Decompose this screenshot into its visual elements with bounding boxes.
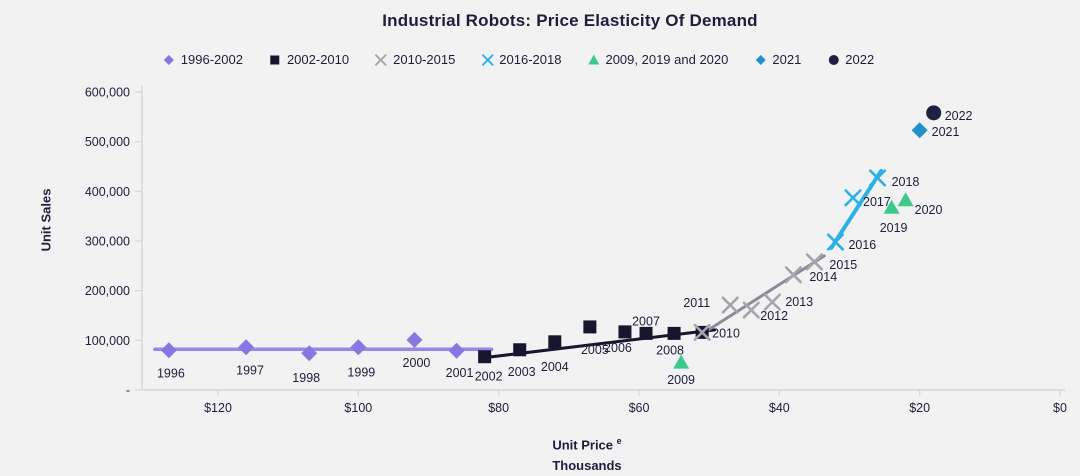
point-label-2021: 2021 bbox=[932, 125, 960, 139]
point-label-2002: 2002 bbox=[475, 370, 503, 384]
data-point-1999: 1999 bbox=[347, 339, 375, 379]
point-label-2011: 2011 bbox=[683, 296, 710, 310]
x-tick-label: $100 bbox=[344, 401, 372, 415]
legend-label: 2009, 2019 and 2020 bbox=[605, 52, 729, 67]
y-tick-label: 400,000 bbox=[85, 185, 130, 199]
data-point-2007: 2007 bbox=[632, 314, 660, 340]
y-tick-label: 600,000 bbox=[85, 86, 130, 100]
point-label-2013: 2013 bbox=[785, 295, 813, 309]
legend-item-2009-2019-and-2020[interactable]: 2009, 2019 and 2020 bbox=[586, 52, 728, 67]
point-label-2007: 2007 bbox=[632, 314, 660, 328]
legend-item-2022[interactable]: 2022 bbox=[826, 52, 874, 67]
x-tick-label: $40 bbox=[769, 401, 790, 415]
data-point-1996: 1996 bbox=[157, 342, 185, 380]
y-tick-label: 300,000 bbox=[85, 235, 130, 249]
data-point-2015: 2015 bbox=[805, 253, 857, 272]
y-tick-label: 200,000 bbox=[85, 284, 130, 298]
y-tick-label: - bbox=[126, 384, 130, 398]
legend-item-2016-2018[interactable]: 2016-2018 bbox=[480, 52, 561, 67]
circle-legend-icon bbox=[828, 54, 839, 65]
point-label-2019: 2019 bbox=[880, 221, 908, 235]
data-point-2004: 2004 bbox=[541, 335, 569, 374]
data-point-2011: 2011 bbox=[683, 296, 739, 314]
legend-label: 2002-2010 bbox=[286, 52, 350, 67]
square-legend-icon bbox=[270, 55, 280, 64]
y-tick-label: 500,000 bbox=[85, 135, 130, 149]
point-label-1996: 1996 bbox=[157, 366, 185, 380]
data-point-2002: 2002 bbox=[475, 350, 503, 384]
legend-label: 1996-2002 bbox=[180, 52, 243, 67]
x-tick-label: $80 bbox=[488, 401, 509, 415]
x-axis-title-line1: Unit Price e bbox=[552, 436, 622, 453]
trend-line-2010-2015 bbox=[700, 254, 826, 336]
point-label-2008: 2008 bbox=[656, 343, 684, 357]
data-point-1998: 1998 bbox=[292, 345, 320, 385]
point-label-2015: 2015 bbox=[829, 258, 857, 272]
legend-label: 2016-2018 bbox=[499, 52, 562, 67]
data-point-2010 bbox=[693, 323, 711, 341]
legend: 1996-2002 2002-2010 2010-2015 2016-2018 2009… bbox=[162, 52, 874, 67]
data-point-2016: 2016 bbox=[826, 233, 876, 252]
point-label-2014: 2014 bbox=[809, 270, 837, 284]
legend-label: 2021 bbox=[772, 52, 802, 67]
x-tick-label: $120 bbox=[204, 401, 232, 415]
point-label-2016: 2016 bbox=[848, 238, 876, 252]
legend-label: 2010-2015 bbox=[393, 52, 456, 67]
legend-item-1996-2002[interactable]: 1996-2002 bbox=[162, 52, 243, 67]
diamond-legend-icon bbox=[163, 54, 174, 65]
legend-item-2021[interactable]: 2021 bbox=[753, 52, 801, 67]
x-axis-title-superscript: e bbox=[616, 436, 622, 446]
x-axis-title: Unit Price e Thousands bbox=[552, 431, 621, 476]
point-label-2009: 2009 bbox=[667, 373, 695, 387]
data-point-2021: 2021 bbox=[911, 122, 960, 139]
point-label-2006: 2006 bbox=[604, 341, 632, 355]
y-tick-label: 100,000 bbox=[85, 334, 130, 348]
data-point-2017: 2017 bbox=[844, 189, 891, 209]
x-tick-label: $0 bbox=[1053, 401, 1067, 415]
data-point-2005: 2005 bbox=[581, 320, 609, 357]
x-legend-icon bbox=[375, 53, 387, 66]
point-label-2010: 2010 bbox=[712, 326, 740, 340]
point-label-2001: 2001 bbox=[446, 366, 474, 380]
point-label-2020: 2020 bbox=[915, 203, 943, 217]
data-point-2006: 2006 bbox=[604, 325, 632, 355]
point-label-2000: 2000 bbox=[403, 356, 431, 370]
data-point-2001: 2001 bbox=[446, 342, 474, 380]
point-label-2017: 2017 bbox=[863, 195, 891, 209]
y-axis-title: Unit Sales bbox=[38, 188, 54, 252]
data-point-1997: 1997 bbox=[236, 339, 264, 377]
x-tick-label: $60 bbox=[629, 401, 650, 415]
point-label-1998: 1998 bbox=[292, 371, 320, 385]
data-point-2009: 2009 bbox=[667, 354, 695, 387]
legend-label: 2022 bbox=[845, 52, 875, 67]
point-label-2018: 2018 bbox=[892, 175, 920, 189]
data-point-2018: 2018 bbox=[868, 169, 920, 189]
point-label-2022: 2022 bbox=[945, 109, 973, 123]
legend-item-2002-2010[interactable]: 2002-2010 bbox=[268, 52, 349, 67]
triangle-legend-icon bbox=[587, 54, 599, 64]
diamond-legend-icon bbox=[755, 54, 766, 65]
point-label-1997: 1997 bbox=[236, 363, 264, 377]
data-point-2012: 2012 bbox=[742, 301, 788, 323]
data-point-2013: 2013 bbox=[763, 293, 813, 311]
data-point-2022: 2022 bbox=[926, 105, 973, 123]
x-axis-title-line2: Thousands bbox=[552, 458, 622, 474]
legend-item-2010-2015[interactable]: 2010-2015 bbox=[374, 52, 455, 67]
point-label-1999: 1999 bbox=[347, 365, 375, 379]
data-point-2008: 2008 bbox=[656, 326, 684, 357]
data-point-2014: 2014 bbox=[784, 266, 837, 284]
point-label-2012: 2012 bbox=[760, 309, 788, 323]
x-legend-icon bbox=[481, 53, 494, 66]
data-point-2003: 2003 bbox=[508, 343, 536, 379]
chart-title: Industrial Robots: Price Elasticity Of D… bbox=[382, 11, 758, 30]
point-label-2003: 2003 bbox=[508, 365, 536, 379]
data-point-2019: 2019 bbox=[880, 199, 908, 235]
point-label-2004: 2004 bbox=[541, 360, 569, 374]
x-tick-label: $20 bbox=[909, 401, 930, 415]
point-label-2005: 2005 bbox=[581, 343, 609, 357]
data-point-2000: 2000 bbox=[403, 331, 431, 370]
data-point-2020: 2020 bbox=[897, 192, 943, 217]
